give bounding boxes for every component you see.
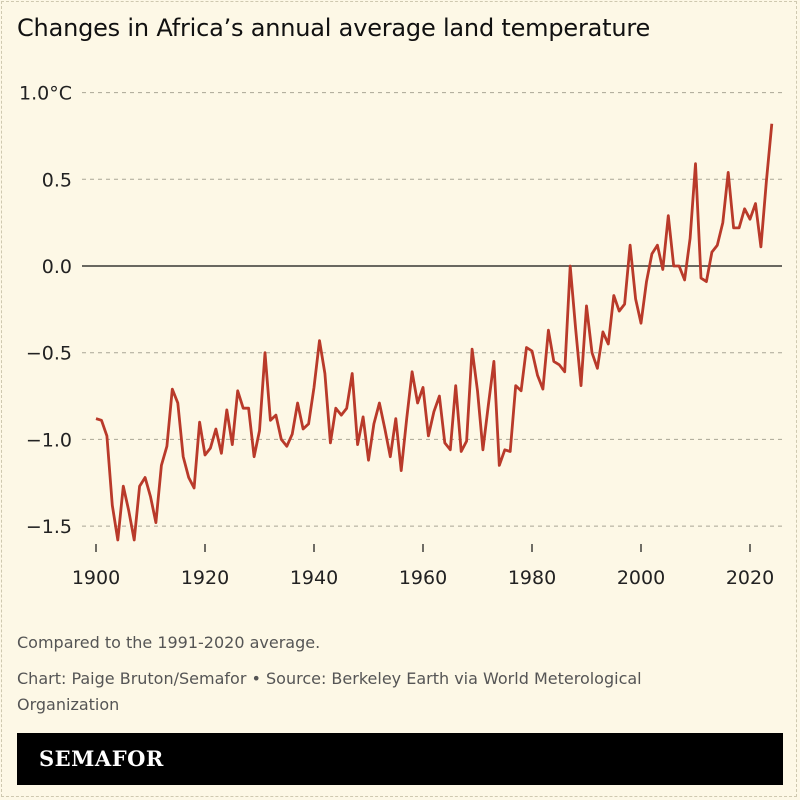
- x-tick-label: 2020: [726, 567, 774, 589]
- x-tick-label: 1900: [72, 567, 120, 589]
- temperature-line: [95, 123, 774, 542]
- y-tick-label: −1.5: [26, 516, 72, 538]
- x-tick-label: 1960: [399, 567, 447, 589]
- chart-title: Changes in Africa’s annual average land …: [17, 14, 651, 42]
- line-chart: 1.0°C 0.5 0.0 −0.5 −1.0 −1.5 1900 1920 1940 1960 1…: [19, 83, 782, 589]
- comparison-note: Compared to the 1991-2020 average.: [17, 633, 321, 652]
- x-tick-label: 1940: [290, 567, 338, 589]
- credit-note: Chart: Paige Bruton/Semafor • Source: Be…: [17, 669, 642, 714]
- y-tick-label: 0.5: [42, 169, 72, 191]
- y-tick-label: 0.0: [42, 256, 72, 278]
- x-tick-label: 1980: [508, 567, 556, 589]
- x-tick-label: 2000: [617, 567, 665, 589]
- y-tick-label: 1.0°C: [19, 83, 72, 105]
- semafor-logo: SEMAFOR: [39, 746, 164, 771]
- y-tick-label: −1.0: [26, 429, 72, 451]
- y-tick-label: −0.5: [26, 343, 72, 365]
- logo-bar: SEMAFOR: [17, 733, 783, 785]
- x-tick-label: 1920: [181, 567, 229, 589]
